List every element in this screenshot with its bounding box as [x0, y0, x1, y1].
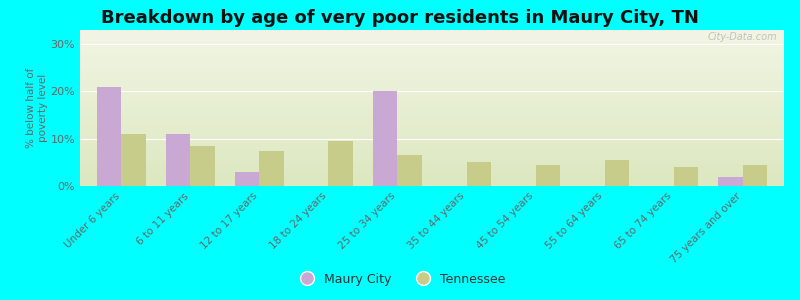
Bar — [466, 162, 490, 186]
Bar — [329, 141, 353, 186]
Bar — [605, 160, 629, 186]
Bar — [190, 146, 214, 186]
Bar — [235, 172, 259, 186]
Y-axis label: % below half of
poverty level: % below half of poverty level — [26, 68, 48, 148]
Bar — [122, 134, 146, 186]
Bar — [374, 92, 398, 186]
Bar — [535, 165, 560, 186]
Bar — [398, 155, 422, 186]
Text: Breakdown by age of very poor residents in Maury City, TN: Breakdown by age of very poor residents … — [101, 9, 699, 27]
Bar — [98, 87, 122, 186]
Bar — [166, 134, 190, 186]
Bar — [742, 165, 766, 186]
Bar — [259, 151, 284, 186]
Text: City-Data.com: City-Data.com — [707, 32, 777, 42]
Bar — [674, 167, 698, 186]
Bar — [718, 176, 742, 186]
Legend: Maury City, Tennessee: Maury City, Tennessee — [290, 268, 510, 291]
